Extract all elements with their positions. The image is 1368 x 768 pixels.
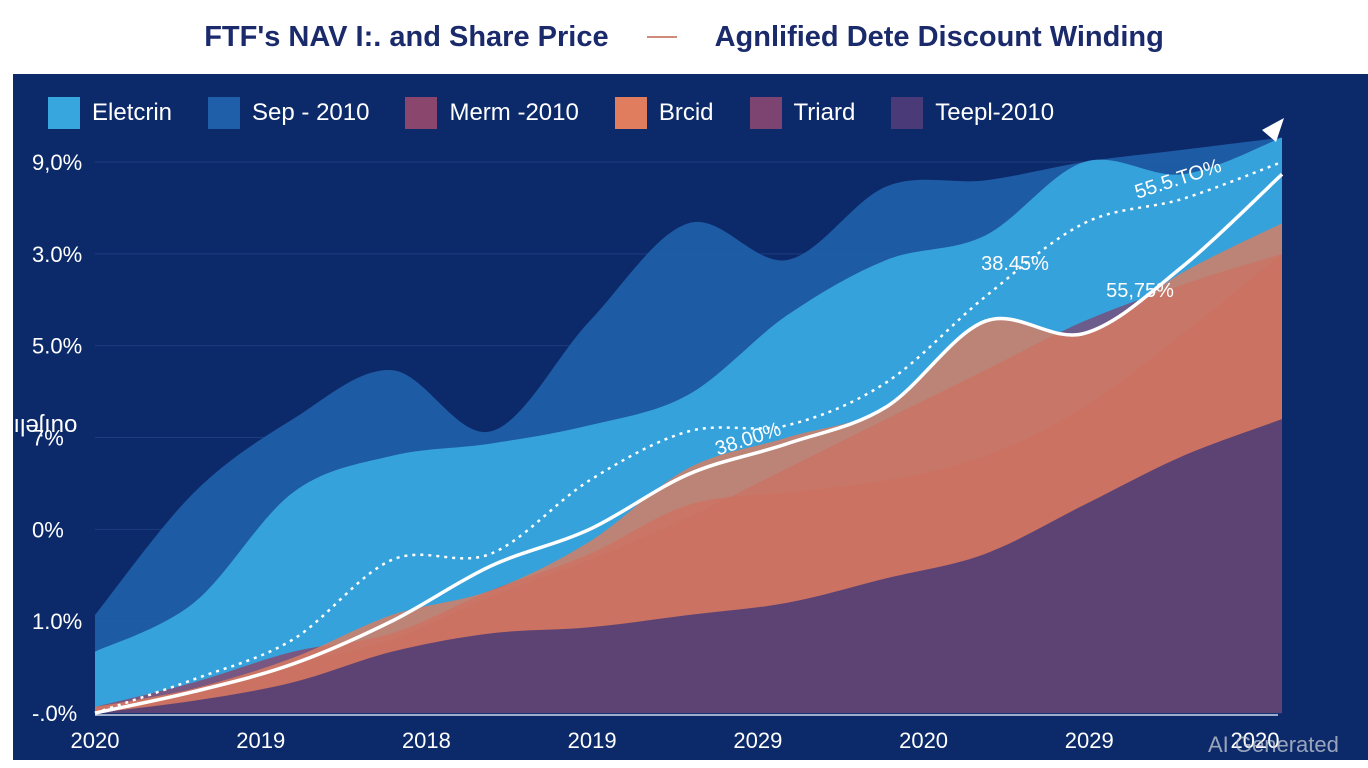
legend-label: Triard: [793, 99, 856, 126]
chart-subtitle: Agnlified Dete Discount Winding: [714, 20, 1164, 53]
y-tick-label: 3.0%: [32, 242, 82, 267]
x-tick-label: 2029: [1065, 728, 1114, 753]
area-teepl-2010: [95, 419, 1282, 713]
data-annotation: 55,75%: [1106, 280, 1174, 302]
legend-swatch: [48, 97, 80, 129]
y-tick-label: 1.0%: [32, 609, 82, 634]
y-tick-label: 7%: [32, 426, 64, 451]
chart-title: FTF's NAV I:. and Share Price: [204, 20, 609, 53]
arrow-head: [1262, 118, 1284, 142]
ai-watermark: AI Generated: [1208, 732, 1339, 757]
legend-item: Triard: [749, 97, 856, 129]
legend-item: Eletcrin: [48, 97, 172, 129]
legend-swatch: [891, 97, 924, 129]
x-tick-label: 2020: [1231, 728, 1280, 753]
legend-item: Teepl-2010: [891, 97, 1054, 129]
data-annotation: 38.45%: [981, 253, 1049, 275]
area-layer: [95, 137, 1282, 714]
x-tick-label: 2019: [568, 728, 617, 753]
x-tick-label: 2029: [733, 728, 782, 753]
chart-title-bar: FTF's NAV I:. and Share Price Agnlified …: [0, 0, 1368, 74]
legend: Eletcrin Sep - 2010 Merm -2010 Brcid Triard T…: [48, 96, 1090, 130]
x-tick-label: 2019: [236, 728, 285, 753]
y-tick-label: 0%: [32, 517, 64, 542]
legend-label: Teepl-2010: [935, 99, 1055, 126]
y-tick-label: -.0%: [32, 701, 77, 726]
y-axis-label: ouıjelıeıqn: [0, 413, 78, 440]
x-tick-label: 2018: [402, 728, 451, 753]
y-tick-label: 9,0%: [32, 150, 82, 175]
legend-item: Brcid: [614, 97, 714, 129]
legend-swatch: [614, 97, 647, 129]
title-separator: [646, 36, 677, 38]
nav-line: [94, 172, 1284, 715]
share-price-line: [94, 160, 1283, 715]
legend-swatch: [749, 97, 782, 129]
legend-swatch: [405, 97, 438, 129]
x-tick-label: 2020: [71, 728, 120, 753]
legend-item: Merm -2010: [405, 97, 579, 129]
y-tick-label: 5.0%: [32, 334, 82, 359]
legend-swatch: [208, 97, 241, 129]
legend-label: Merm -2010: [449, 99, 579, 126]
line-layer: [94, 118, 1284, 715]
legend-label: Sep - 2010: [252, 99, 370, 126]
legend-item: Sep - 2010: [208, 97, 369, 129]
legend-label: Eletcrin: [92, 99, 173, 126]
x-tick-label: 2020: [899, 728, 948, 753]
legend-label: Brcid: [658, 99, 714, 126]
